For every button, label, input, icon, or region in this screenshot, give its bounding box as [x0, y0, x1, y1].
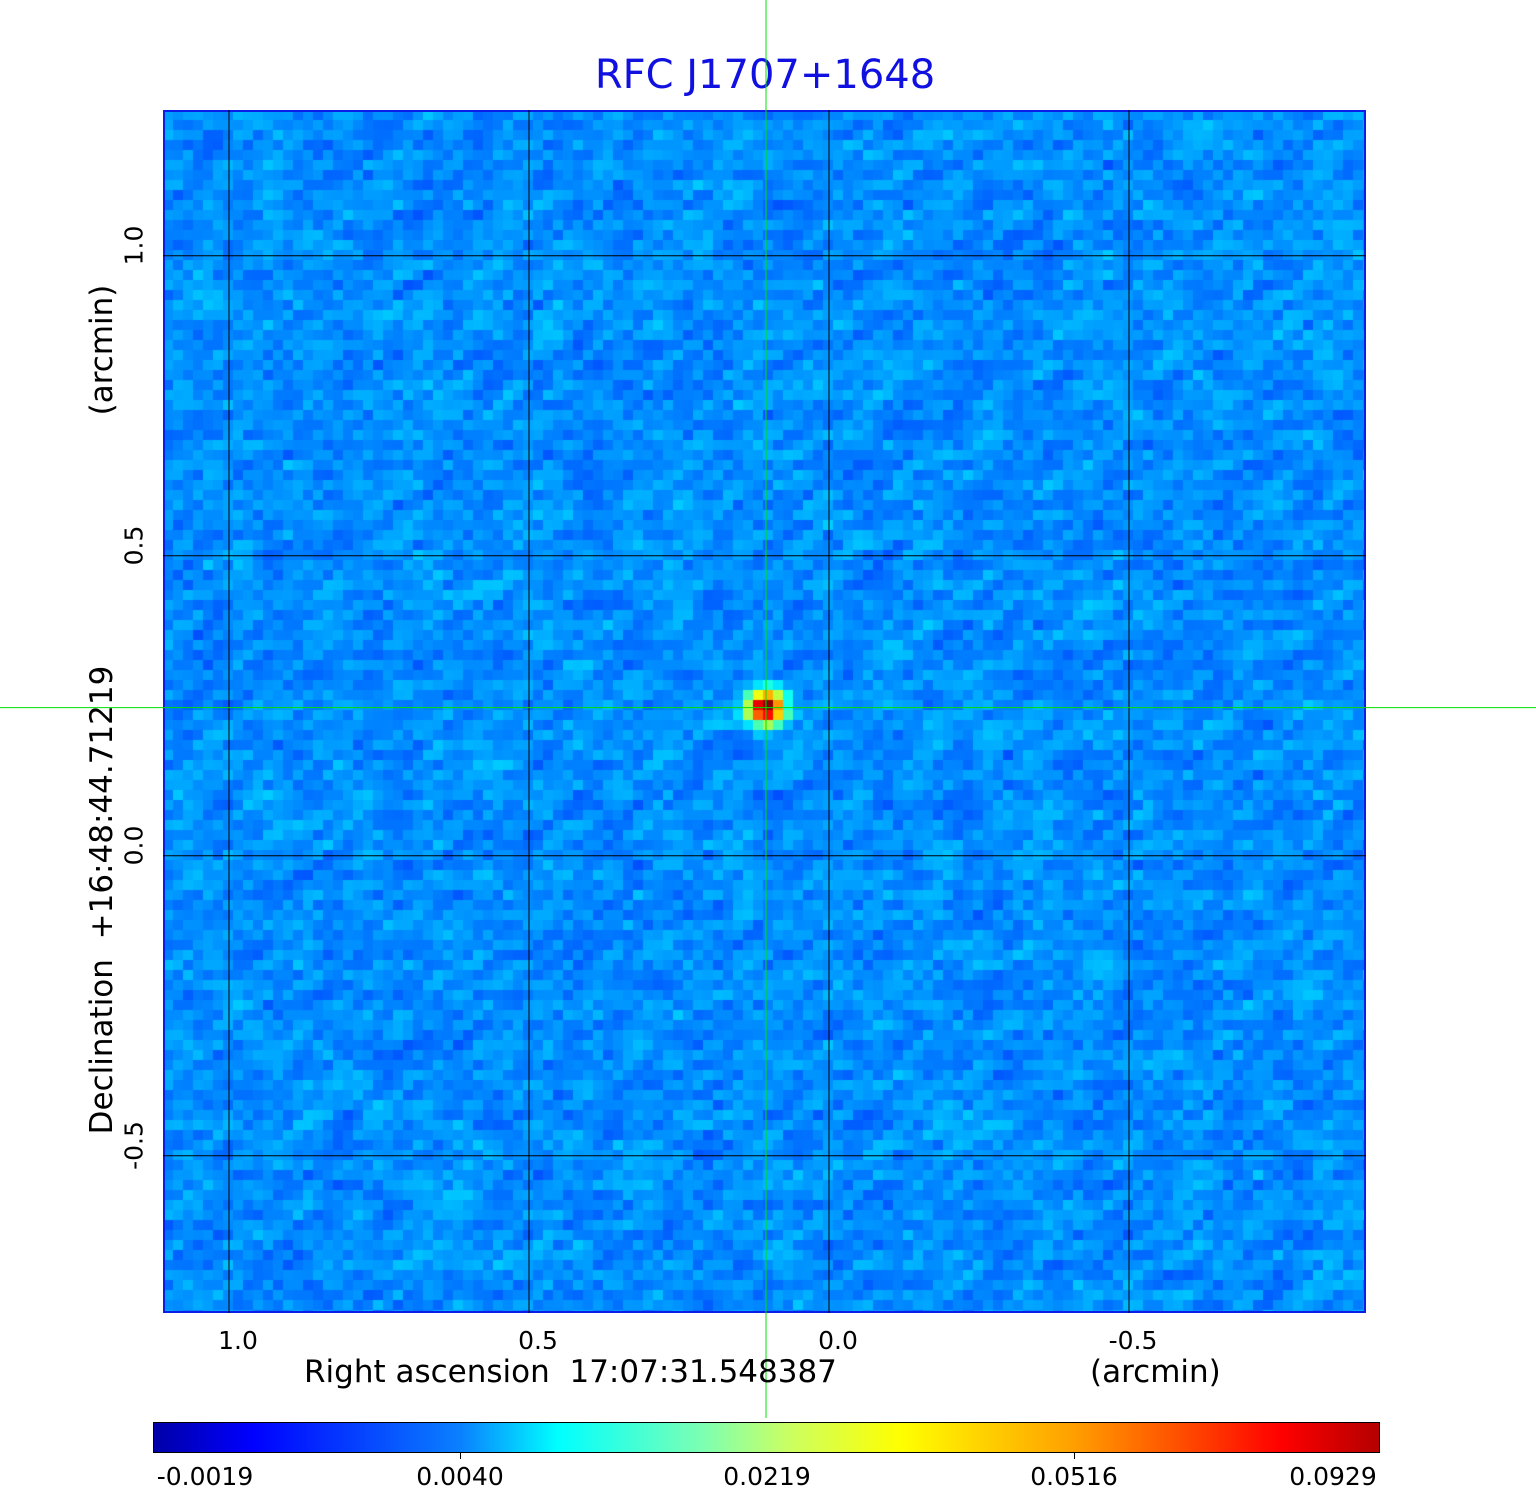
colorbar-tick-label: 0.0219	[723, 1462, 811, 1491]
x-tick-label: 1.0	[218, 1326, 258, 1355]
colorbar-tick-label: 0.0040	[416, 1462, 504, 1491]
colorbar-tick	[460, 1453, 461, 1459]
y-tick-label: 0.0	[119, 825, 149, 866]
y-axis-label: Declination +16:48:44.71219	[84, 665, 120, 1135]
colorbar-tick-label: 0.0929	[1289, 1462, 1377, 1491]
colorbar-tick-label: -0.0019	[156, 1462, 254, 1491]
colorbar-tick-label: 0.0516	[1030, 1462, 1118, 1491]
image-heatmap	[163, 110, 1366, 1313]
x-tick-label: 0.0	[818, 1326, 858, 1355]
x-axis-label: Right ascension 17:07:31.548387	[304, 1354, 837, 1390]
colorbar	[153, 1422, 1380, 1453]
plot-frame	[163, 110, 1366, 1313]
x-axis-unit: (arcmin)	[1090, 1354, 1221, 1390]
y-tick-label: 0.5	[119, 525, 149, 566]
x-tick-label: -0.5	[1108, 1326, 1158, 1355]
y-tick-label: -0.5	[119, 1121, 149, 1170]
chart-title: RFC J1707+1648	[594, 52, 936, 98]
y-axis-unit: (arcmin)	[84, 284, 120, 416]
x-tick-label: 0.5	[518, 1326, 558, 1355]
colorbar-tick	[1074, 1453, 1075, 1459]
y-tick-label: 1.0	[119, 225, 149, 266]
